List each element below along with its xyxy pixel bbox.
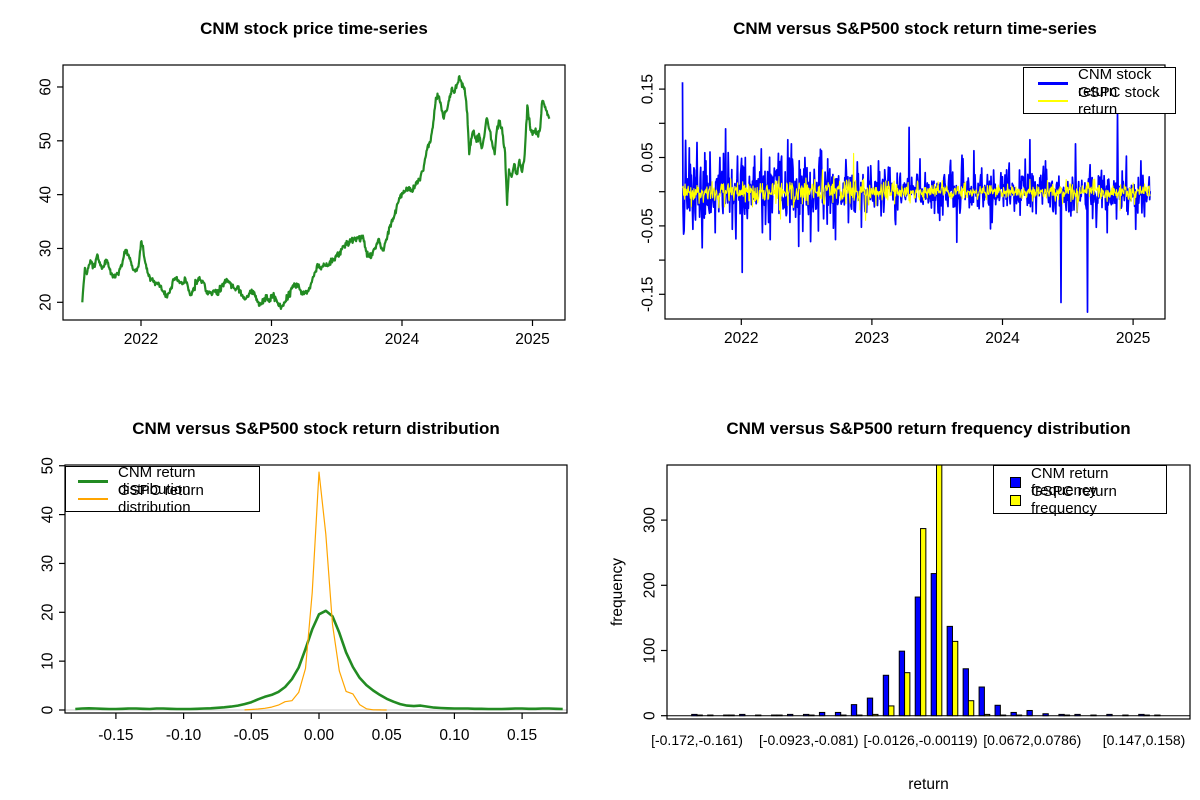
return-distribution-legend: CNM return distribution GSPC return dist… xyxy=(65,464,260,516)
svg-text:2025: 2025 xyxy=(515,331,549,348)
svg-text:50: 50 xyxy=(37,132,54,150)
cnm-return-line-swatch xyxy=(1038,81,1068,85)
price-chart-title: CNM stock price time-series xyxy=(200,19,428,38)
svg-text:0.00: 0.00 xyxy=(304,727,335,744)
svg-text:60: 60 xyxy=(37,78,54,96)
svg-text:100: 100 xyxy=(641,637,658,663)
panel-price-timeseries: 2022 2023 2024 2025 20 30 40 50 60 CNM stock pri… xyxy=(0,0,600,400)
svg-text:2023: 2023 xyxy=(855,330,889,347)
svg-text:2022: 2022 xyxy=(124,331,158,348)
svg-text:[-0.0923,-0.081): [-0.0923,-0.081) xyxy=(759,732,859,748)
svg-text:0: 0 xyxy=(39,705,56,714)
return-frequency-plot: 0 100 200 300 [-0.172,-0.161) [-0.0923,-0.081… xyxy=(641,464,1191,748)
return-timeseries-plot: 2022 2023 2024 2025 0.15 0.05 -0.05 -0.15 xyxy=(639,64,1166,347)
svg-text:50: 50 xyxy=(39,457,56,475)
svg-text:-0.15: -0.15 xyxy=(98,727,133,744)
return-chart-title: CNM versus S&P500 stock return time-seri… xyxy=(733,19,1097,38)
svg-text:0: 0 xyxy=(641,711,658,720)
svg-text:0.10: 0.10 xyxy=(439,727,470,744)
svg-text:-0.05: -0.05 xyxy=(639,208,656,243)
svg-text:2024: 2024 xyxy=(385,331,420,348)
return-frequency-legend: CNM return frequency GSPC return frequen… xyxy=(993,465,1167,517)
return-distribution-plot: -0.15 -0.10 -0.05 0.00 0.05 0.10 0.15 0 10 20 30 40… xyxy=(39,457,568,744)
svg-text:2024: 2024 xyxy=(985,330,1020,347)
legend-item: CNM return distribution xyxy=(78,464,259,498)
x-axis-label: return xyxy=(908,776,949,793)
distribution-chart-title: CNM versus S&P500 stock return distribut… xyxy=(132,419,500,438)
legend-label: GSPC return distribution xyxy=(118,482,204,516)
svg-text:0.05: 0.05 xyxy=(639,142,656,172)
gspc-density-line-swatch xyxy=(78,498,108,500)
legend-item: GSPC return frequency xyxy=(1010,483,1166,517)
svg-text:0.15: 0.15 xyxy=(507,727,537,744)
panel-return-frequency: 0 100 200 300 [-0.172,-0.161) [-0.0923,-0.081… xyxy=(600,400,1200,800)
svg-text:0.05: 0.05 xyxy=(372,727,402,744)
panel-return-distribution: -0.15 -0.10 -0.05 0.00 0.05 0.10 0.15 0 10 20 30 40… xyxy=(0,400,600,800)
svg-text:-0.15: -0.15 xyxy=(639,277,656,312)
legend-label: GSPC stock return xyxy=(1078,84,1160,118)
panel-return-timeseries: 2022 2023 2024 2025 0.15 0.05 -0.05 -0.15 CNM v… xyxy=(600,0,1200,400)
svg-text:300: 300 xyxy=(641,507,658,533)
svg-text:[-0.0126,-0.00119): [-0.0126,-0.00119) xyxy=(863,732,977,748)
svg-text:[0.0672,0.0786): [0.0672,0.0786) xyxy=(983,732,1081,748)
y-axis-label: frequency xyxy=(609,557,626,627)
price-timeseries-plot: 2022 2023 2024 2025 20 30 40 50 60 xyxy=(37,64,566,348)
legend-item: CNM return frequency xyxy=(1010,465,1166,499)
frequency-chart-title: CNM versus S&P500 return frequency distr… xyxy=(726,419,1131,438)
svg-text:0.15: 0.15 xyxy=(639,74,656,104)
legend-label: CNM stock return xyxy=(1078,66,1152,100)
svg-text:40: 40 xyxy=(37,186,54,204)
return-timeseries-legend: CNM stock return GSPC stock return xyxy=(1023,66,1176,118)
svg-text:[0.147,0.158): [0.147,0.158) xyxy=(1103,732,1186,748)
svg-text:20: 20 xyxy=(37,293,54,311)
svg-text:200: 200 xyxy=(641,572,658,598)
gspc-frequency-swatch xyxy=(1010,494,1021,506)
svg-text:-0.05: -0.05 xyxy=(234,727,269,744)
legend-item: CNM stock return xyxy=(1038,66,1175,100)
svg-text:2023: 2023 xyxy=(254,331,288,348)
svg-text:2025: 2025 xyxy=(1116,330,1150,347)
legend-label: CNM return frequency xyxy=(1031,465,1109,499)
svg-text:[-0.172,-0.161): [-0.172,-0.161) xyxy=(651,732,743,748)
cnm-frequency-swatch xyxy=(1010,476,1021,488)
svg-text:20: 20 xyxy=(39,603,56,621)
cnm-density-line-swatch xyxy=(78,479,108,483)
legend-label: CNM return distribution xyxy=(118,464,196,498)
svg-text:10: 10 xyxy=(39,652,56,670)
legend-label: GSPC return frequency xyxy=(1031,483,1117,517)
gspc-return-line-swatch xyxy=(1038,100,1068,102)
svg-text:2022: 2022 xyxy=(724,330,758,347)
legend-item: GSPC return distribution xyxy=(78,482,259,516)
svg-text:30: 30 xyxy=(39,554,56,572)
svg-text:30: 30 xyxy=(37,239,54,257)
svg-text:40: 40 xyxy=(39,506,56,524)
legend-item: GSPC stock return xyxy=(1038,84,1175,118)
svg-text:-0.10: -0.10 xyxy=(166,727,202,744)
